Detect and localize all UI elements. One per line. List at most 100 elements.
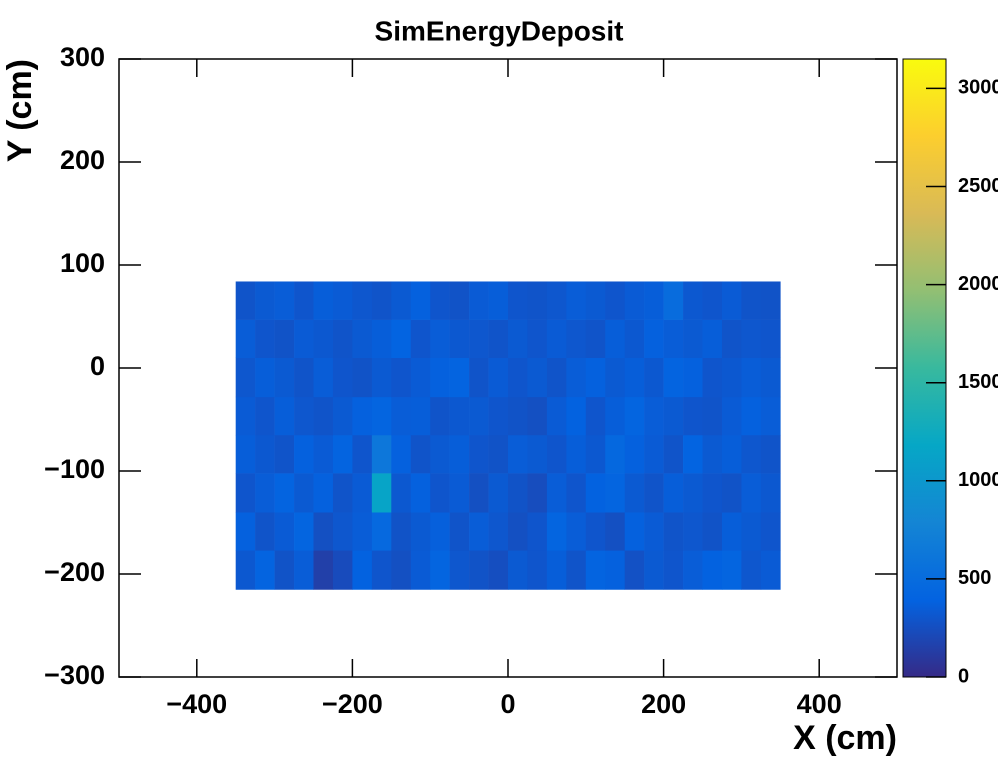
cell	[683, 473, 703, 513]
cell	[294, 434, 314, 474]
cell	[605, 396, 625, 436]
cell	[371, 512, 392, 551]
cell	[741, 396, 762, 436]
x-tick-label: −200	[322, 689, 383, 719]
cell	[663, 281, 684, 320]
y-axis-title: Y (cm)	[1, 59, 39, 162]
y-tick-label: −100	[44, 454, 105, 484]
cell	[702, 434, 723, 474]
y-tick-label: 300	[60, 42, 105, 72]
cell	[605, 434, 625, 474]
cell	[663, 550, 684, 590]
cell	[546, 281, 567, 320]
cell	[274, 512, 295, 551]
cell	[449, 319, 470, 358]
cell	[663, 512, 684, 551]
cell	[294, 281, 314, 320]
cell	[566, 396, 587, 436]
cell	[235, 473, 256, 513]
cell	[332, 434, 353, 474]
cell	[644, 357, 664, 398]
cell	[488, 357, 509, 398]
cell	[721, 550, 742, 590]
cell	[255, 396, 275, 436]
cell	[332, 319, 353, 358]
cell	[469, 473, 489, 513]
cell	[332, 512, 353, 551]
cell	[702, 550, 723, 590]
cell	[566, 319, 587, 358]
cell	[683, 550, 703, 590]
cell	[469, 396, 489, 436]
cell	[449, 281, 470, 320]
cell	[469, 357, 489, 398]
cell	[683, 281, 703, 320]
cell	[624, 473, 645, 513]
cell	[235, 512, 256, 551]
cell	[546, 473, 567, 513]
cell	[721, 512, 742, 551]
cell	[294, 512, 314, 551]
cell	[235, 319, 256, 358]
x-tick-label: −400	[166, 689, 227, 719]
cell	[566, 281, 587, 320]
cell	[683, 319, 703, 358]
z-tick-label: 1000	[958, 469, 998, 491]
cell	[624, 319, 645, 358]
cell	[352, 434, 373, 474]
x-tick-label: 200	[641, 689, 686, 719]
cell	[741, 473, 762, 513]
cell	[605, 473, 625, 513]
cell	[624, 434, 645, 474]
cell	[294, 319, 314, 358]
cell	[546, 319, 567, 358]
cell	[663, 473, 684, 513]
cell	[313, 319, 334, 358]
cell	[702, 319, 723, 358]
cell	[469, 319, 489, 358]
cell	[508, 512, 528, 551]
cell	[274, 434, 295, 474]
cell	[702, 357, 723, 398]
cell	[527, 319, 548, 358]
cell	[508, 319, 528, 358]
cell	[760, 434, 781, 474]
cell	[469, 434, 489, 474]
cell	[313, 357, 334, 398]
cell	[566, 473, 587, 513]
cell	[527, 434, 548, 474]
cell	[255, 473, 275, 513]
cell	[721, 434, 742, 474]
cell	[741, 319, 762, 358]
cell	[741, 281, 762, 320]
cell	[391, 396, 412, 436]
cell	[546, 357, 567, 398]
cell	[527, 550, 548, 590]
color-bar	[902, 58, 947, 678]
y-tick-label: −300	[44, 660, 105, 690]
cell	[449, 434, 470, 474]
cell	[566, 512, 587, 551]
cell	[760, 512, 781, 551]
cell	[508, 281, 528, 320]
cell	[760, 281, 781, 320]
cell	[313, 396, 334, 436]
cell	[430, 319, 450, 358]
cell	[391, 473, 412, 513]
cell	[410, 550, 431, 590]
cell	[683, 396, 703, 436]
cell	[294, 396, 314, 436]
cell	[313, 473, 334, 513]
cell	[605, 319, 625, 358]
cell	[391, 550, 412, 590]
cell	[566, 357, 587, 398]
cell	[663, 434, 684, 474]
cell	[235, 550, 256, 590]
cell	[410, 396, 431, 436]
cell	[449, 396, 470, 436]
cell	[663, 396, 684, 436]
cell	[624, 357, 645, 398]
z-tick-label: 2500	[958, 175, 998, 197]
cell	[255, 550, 275, 590]
cell	[527, 473, 548, 513]
